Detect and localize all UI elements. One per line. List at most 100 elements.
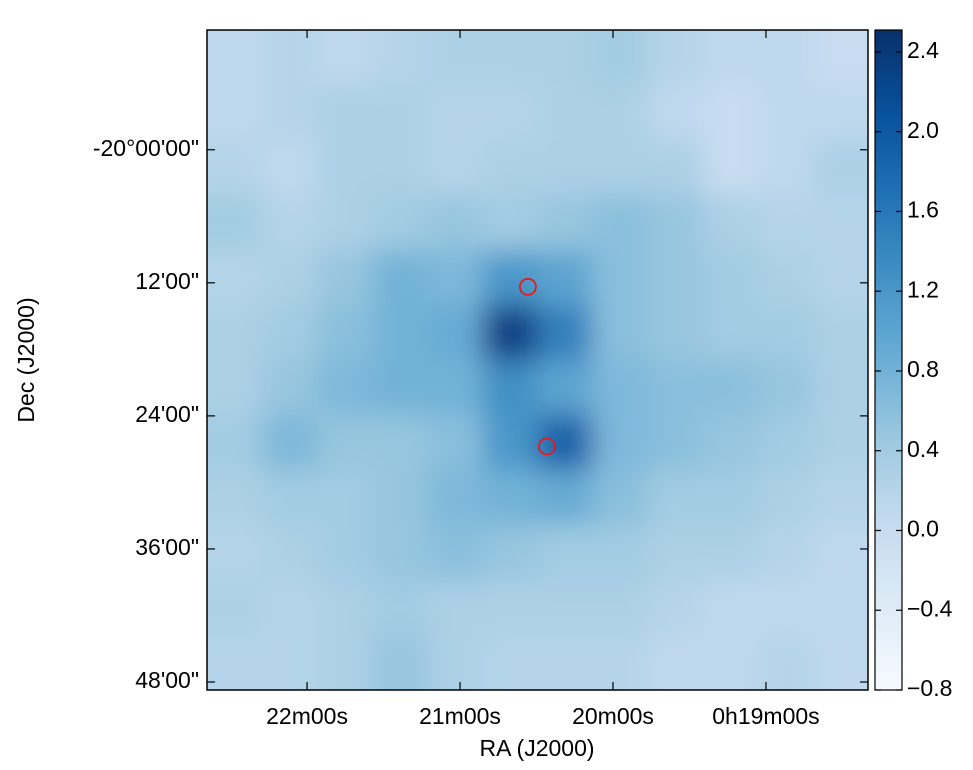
pixel-cell: [757, 360, 814, 416]
pixel-cell: [207, 580, 263, 636]
pixel-cell: [427, 195, 483, 251]
x-tick-label: 22m00s: [266, 703, 348, 729]
pixel-cell: [647, 360, 704, 416]
pixel-cell: [757, 305, 814, 361]
colorbar: [874, 29, 903, 691]
pixel-cell: [702, 250, 759, 306]
pixel-cell: [647, 525, 704, 581]
pixel-cell: [592, 250, 649, 306]
pixel-cell: [482, 580, 538, 636]
pixel-cell: [592, 195, 649, 251]
pixel-cell: [207, 635, 263, 690]
pixel-cell: [592, 30, 649, 86]
pixel-cell: [317, 580, 373, 636]
pixel-cell: [427, 140, 483, 196]
pixel-cell: [702, 140, 759, 196]
pixel-cell: [262, 635, 318, 690]
pixel-cell: [812, 250, 868, 306]
x-tick-label: 0h19m00s: [712, 703, 819, 729]
pixel-cell: [702, 360, 759, 416]
pixel-cell: [207, 525, 263, 581]
pixel-cell: [207, 470, 263, 526]
pixel-cell: [482, 415, 538, 471]
y-tick-label: 12'00": [135, 268, 199, 294]
pixel-cell: [262, 195, 318, 251]
pixel-cell: [757, 635, 814, 690]
pixel-cell: [427, 85, 483, 141]
colorbar-tick-label: −0.4: [907, 595, 953, 621]
pixel-cell: [427, 360, 483, 416]
pixel-cell: [702, 85, 759, 141]
colorbar-tick-label: −0.8: [907, 675, 952, 701]
pixel-cell: [592, 580, 649, 636]
pixel-cell: [757, 140, 814, 196]
pixel-cell: [262, 525, 318, 581]
pixel-cell: [812, 415, 868, 471]
pixel-cell: [592, 470, 649, 526]
pixel-cell: [592, 305, 649, 361]
pixel-cell: [207, 140, 263, 196]
x-tick-label: 21m00s: [419, 703, 501, 729]
pixel-cell: [372, 415, 428, 471]
pixel-cell: [262, 85, 318, 141]
pixel-cell: [372, 195, 428, 251]
pixel-cell: [812, 580, 868, 636]
pixel-cell: [537, 580, 594, 636]
pixel-cell: [482, 140, 538, 196]
x-tick-label: 20m00s: [572, 703, 654, 729]
pixel-cell: [592, 525, 649, 581]
pixel-cell: [372, 305, 428, 361]
pixel-cell: [702, 30, 759, 86]
pixel-cell: [537, 140, 594, 196]
pixel-cell: [812, 360, 868, 416]
pixel-cell: [537, 195, 594, 251]
colorbar-tick-label: 2.0: [907, 117, 939, 143]
pixel-cell: [317, 525, 373, 581]
pixel-cell: [372, 85, 428, 141]
pixel-cell: [757, 250, 814, 306]
pixel-cell: [427, 635, 483, 690]
pixel-cell: [647, 580, 704, 636]
pixel-cell: [317, 360, 373, 416]
pixel-cell: [647, 250, 704, 306]
pixel-cell: [207, 195, 263, 251]
pixel-cell: [427, 30, 483, 86]
pixel-cell: [537, 415, 594, 471]
pixel-cell: [317, 635, 373, 690]
pixel-cell: [317, 250, 373, 306]
pixel-cell: [702, 580, 759, 636]
pixel-cell: [702, 470, 759, 526]
pixel-cell: [482, 250, 538, 306]
pixel-cell: [482, 30, 538, 86]
pixel-cell: [372, 30, 428, 86]
pixel-cell: [427, 250, 483, 306]
pixel-cell: [537, 250, 594, 306]
pixel-cell: [317, 30, 373, 86]
pixel-cell: [262, 140, 318, 196]
source-marker: [519, 277, 537, 296]
pixel-cell: [372, 635, 428, 690]
pixel-cell: [592, 415, 649, 471]
pixel-cell: [372, 470, 428, 526]
pixel-cell: [812, 85, 868, 141]
y-tick-label: -20°00'00": [93, 135, 199, 161]
pixel-cell: [317, 85, 373, 141]
pixel-cell: [262, 30, 318, 86]
image-area: [207, 30, 868, 690]
y-tick-label: 48'00": [135, 667, 199, 693]
pixel-cell: [647, 415, 704, 471]
pixel-cell: [537, 30, 594, 86]
pixel-cell: [702, 195, 759, 251]
y-axis-label: Dec (J2000): [13, 297, 39, 422]
pixel-cell: [372, 140, 428, 196]
pixel-cell: [647, 195, 704, 251]
pixel-cell: [482, 195, 538, 251]
pixel-cell: [757, 580, 814, 636]
pixel-cell: [812, 195, 868, 251]
y-tick-label: 24'00": [135, 401, 199, 427]
pixel-cell: [757, 30, 814, 86]
pixel-cell: [812, 635, 868, 690]
pixel-cell: [592, 85, 649, 141]
pixel-cell: [372, 580, 428, 636]
